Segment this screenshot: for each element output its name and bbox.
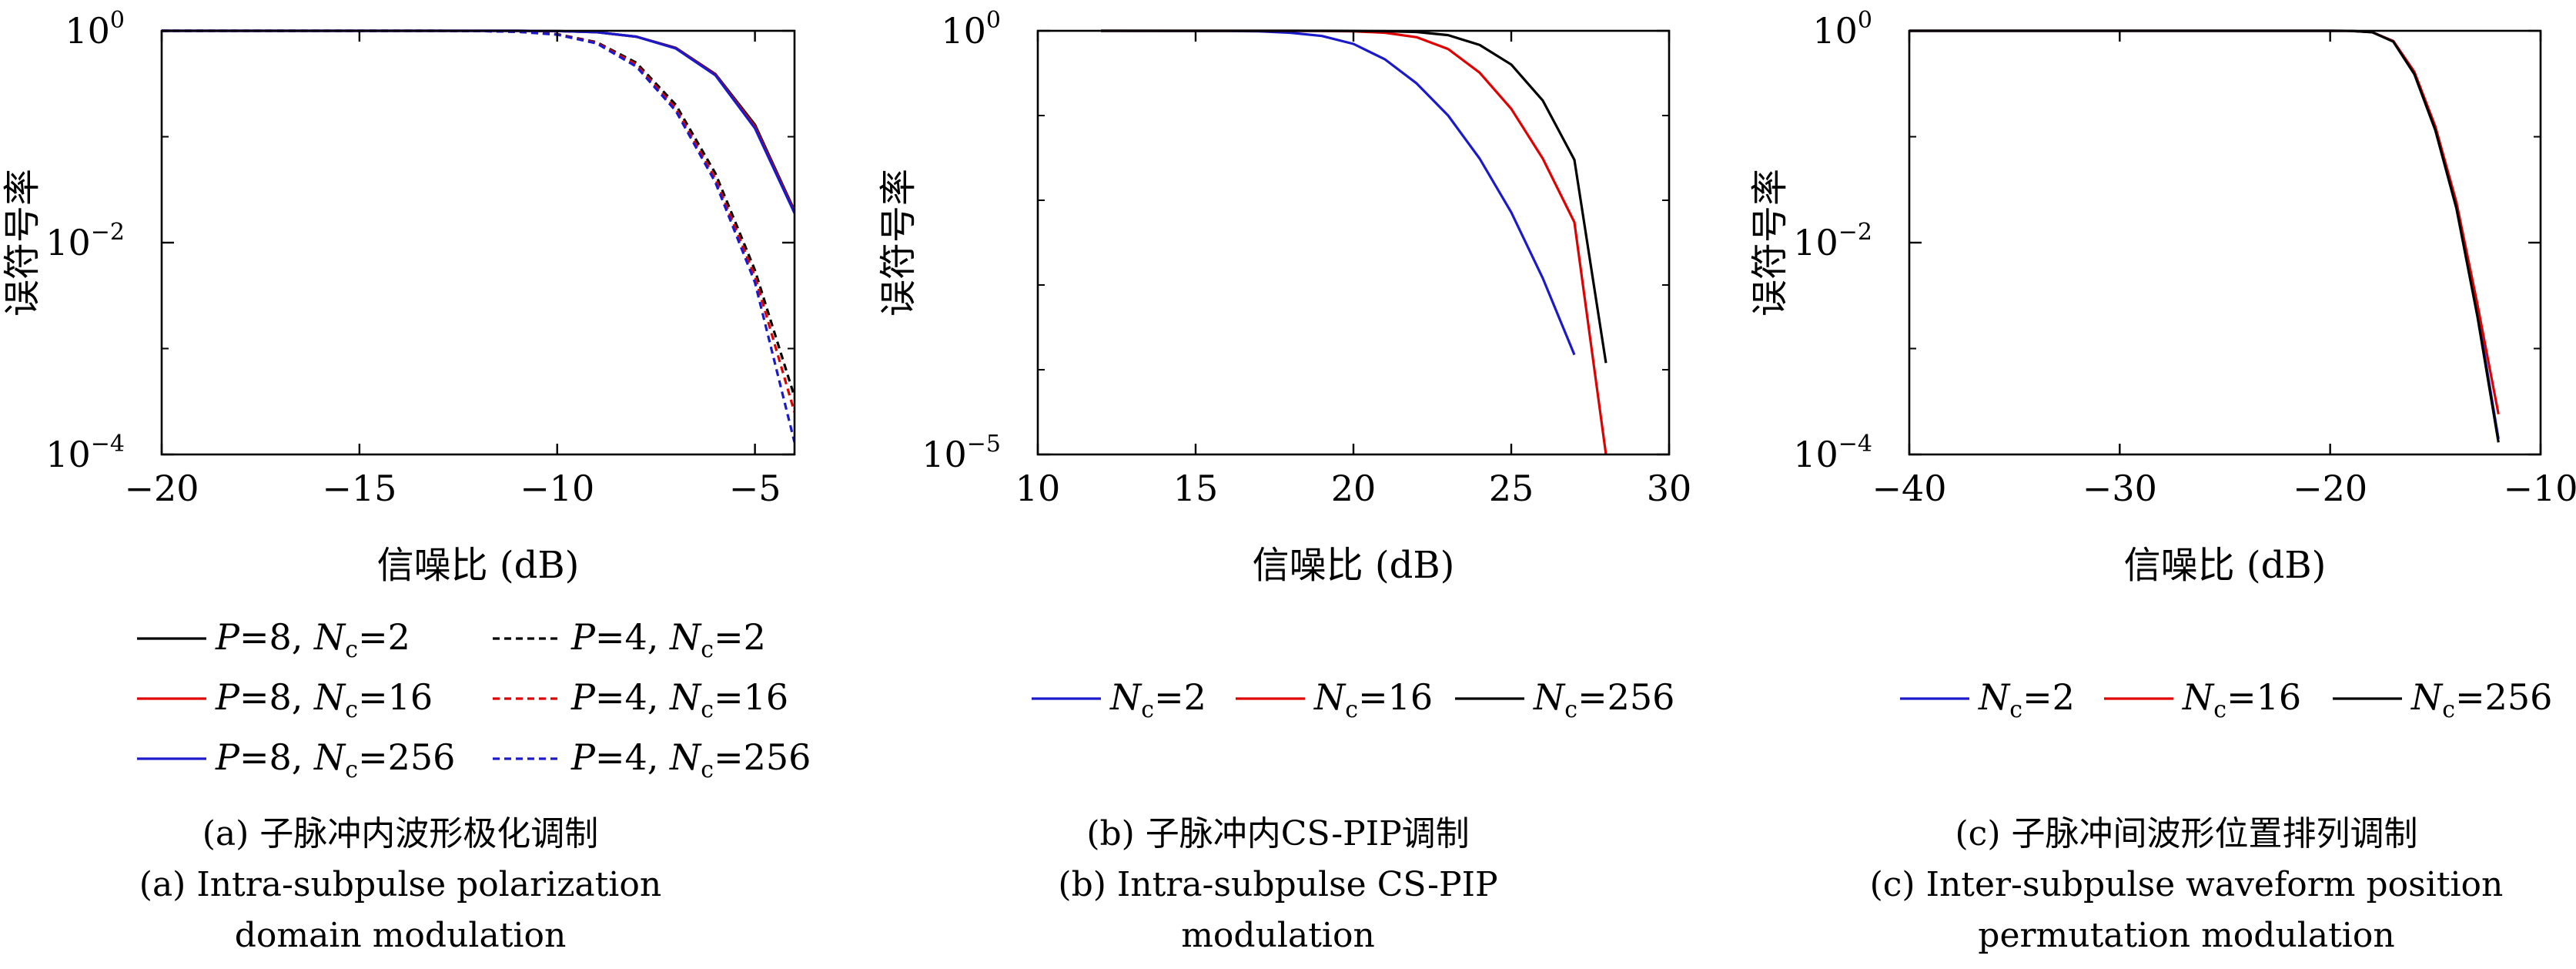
plot-frame xyxy=(1908,29,2542,456)
caption-b: (b) 子脉冲内CS-PIP调制 (b) Intra-subpulse CS-P… xyxy=(985,809,1571,961)
legend-label-1: Nc=16 xyxy=(1313,676,1433,723)
legend-label-3: P=4, Nc=2 xyxy=(570,616,766,663)
y-tick-label: 100 xyxy=(65,7,125,52)
caption-b-cn: (b) 子脉冲内CS-PIP调制 xyxy=(1086,814,1470,853)
y-axis-label: 误符号率 xyxy=(877,169,920,317)
series-line-2 xyxy=(1909,29,2500,443)
y-tick-label: 10−2 xyxy=(1793,219,1872,263)
x-tick-label: −30 xyxy=(2083,468,2157,509)
plot-frame xyxy=(160,29,796,456)
legend-label-4: P=4, Nc=16 xyxy=(570,676,788,723)
series-line-1 xyxy=(162,29,795,213)
y-tick-label: 10−4 xyxy=(45,431,125,475)
legend-label-0: P=8, Nc=2 xyxy=(215,616,410,663)
y-tick-label: 10−5 xyxy=(922,431,1001,475)
series-line-2 xyxy=(162,29,795,214)
series-line-0 xyxy=(1909,29,2500,440)
x-tick-label: −20 xyxy=(2293,468,2367,509)
series-line-0 xyxy=(1100,29,1576,356)
caption-c: (c) 子脉冲间波形位置排列调制 (c) Inter-subpulse wave… xyxy=(1863,809,2510,961)
y-tick-label: 10−4 xyxy=(1793,431,1872,475)
caption-a-cn: (a) 子脉冲内波形极化调制 xyxy=(202,814,599,853)
caption-a: (a) 子脉冲内波形极化调制 (a) Intra-subpulse polari… xyxy=(108,809,693,961)
chart-panel-a: −20 −15 −10 −5 100 10−2 10−4 信噪比 (dB) 误符号率 P=8, N… xyxy=(1,7,811,783)
x-tick-label: 15 xyxy=(1173,468,1219,509)
x-tick-label: 30 xyxy=(1647,468,1692,509)
caption-c-en-line2: permutation modulation xyxy=(1978,916,2395,955)
series-line-2 xyxy=(1101,29,1607,364)
x-tick-label: −15 xyxy=(322,468,396,509)
y-tick-label: 100 xyxy=(1812,7,1872,52)
legend-label-5: P=4, Nc=256 xyxy=(570,736,811,783)
x-tick-label: −5 xyxy=(729,468,781,509)
y-axis-label: 误符号率 xyxy=(1,169,44,317)
x-axis-label: 信噪比 (dB) xyxy=(377,544,580,587)
legend-label-2: Nc=256 xyxy=(2410,676,2552,723)
legend-label-0: Nc=2 xyxy=(1109,676,1206,723)
caption-b-en-line2: modulation xyxy=(1181,916,1375,955)
legend-label-1: P=8, Nc=16 xyxy=(215,676,433,723)
plot-frame xyxy=(1036,29,1671,456)
y-axis-label: 误符号率 xyxy=(1748,169,1791,317)
legend-label-2: Nc=256 xyxy=(1533,676,1674,723)
series-line-4 xyxy=(162,29,795,413)
y-tick-label: 10−2 xyxy=(45,219,125,263)
legend: Nc=2 Nc=16 Nc=256 xyxy=(1900,676,2552,723)
series-line-1 xyxy=(1909,29,2500,415)
series-line-3 xyxy=(162,29,795,397)
legend-label-0: Nc=2 xyxy=(1978,676,2075,723)
x-tick-label: −10 xyxy=(520,468,594,509)
caption-c-cn: (c) 子脉冲间波形位置排列调制 xyxy=(1955,814,2418,853)
caption-a-en-line2: domain modulation xyxy=(234,916,567,955)
x-tick-label: −40 xyxy=(1872,468,1946,509)
x-tick-label: −20 xyxy=(124,468,199,509)
series-line-1 xyxy=(1101,29,1607,455)
series-line-5 xyxy=(162,29,795,443)
caption-b-en-line1: (b) Intra-subpulse CS-PIP xyxy=(1058,865,1498,904)
x-tick-label: −10 xyxy=(2503,468,2576,509)
x-tick-label: 10 xyxy=(1015,468,1061,509)
x-tick-label: 25 xyxy=(1489,468,1534,509)
caption-c-en-line1: (c) Inter-subpulse waveform position xyxy=(1869,865,2504,904)
legend-label-1: Nc=16 xyxy=(2182,676,2301,723)
caption-a-en-line1: (a) Intra-subpulse polarization xyxy=(139,865,662,904)
legend: P=8, Nc=2 P=8, Nc=16 P=8, Nc=256 P=4, Nc=2 P… xyxy=(137,616,811,783)
x-axis-label: 信噪比 (dB) xyxy=(2124,544,2327,587)
y-tick-label: 100 xyxy=(941,7,1001,52)
legend-label-2: P=8, Nc=256 xyxy=(215,736,455,783)
legend: Nc=2 Nc=16 Nc=256 xyxy=(1032,676,1674,723)
series-line-0 xyxy=(162,29,795,212)
x-axis-label: 信噪比 (dB) xyxy=(1253,544,1455,587)
x-tick-label: 20 xyxy=(1331,468,1377,509)
